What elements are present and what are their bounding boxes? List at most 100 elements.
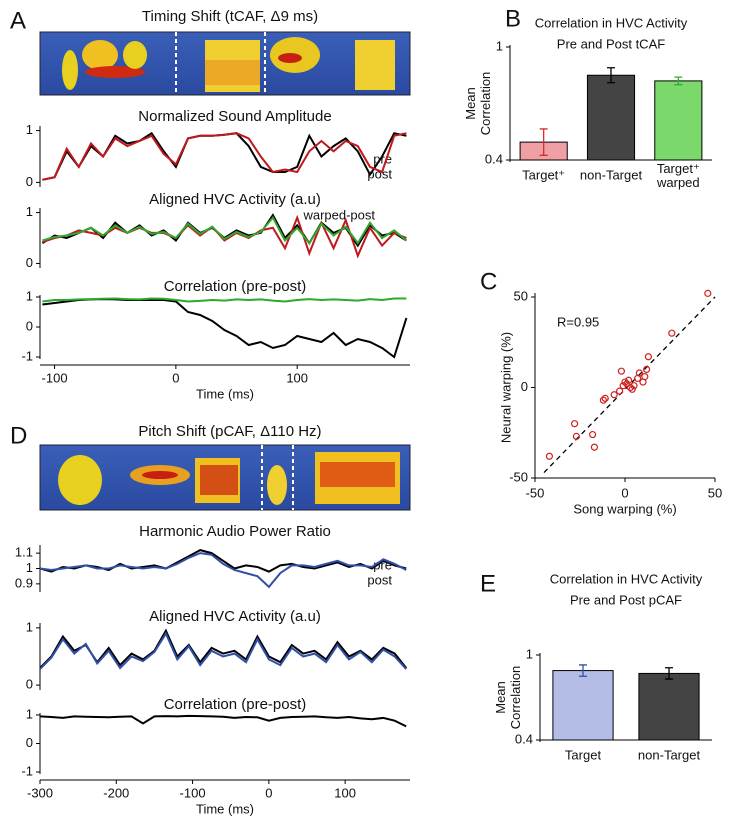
point [623, 380, 631, 388]
x-tick-label: -300 [27, 785, 53, 800]
y-tick-label: -1 [21, 348, 33, 363]
fit-line [543, 296, 716, 474]
point [704, 289, 712, 297]
panel-label: C [480, 268, 497, 295]
point [572, 432, 581, 440]
spectrogram-d [39, 444, 411, 511]
x-tick-label: 0 [172, 370, 179, 385]
x-tick-label: -200 [103, 785, 129, 800]
panel-label: B [505, 5, 521, 32]
series-line [39, 552, 407, 589]
bar [654, 80, 703, 161]
series-line [42, 215, 408, 245]
point [601, 394, 609, 402]
series-line [39, 714, 407, 728]
y-tick-label: 0 [521, 379, 528, 394]
point [624, 376, 633, 384]
x-tick-label: 100 [334, 785, 356, 800]
panel-label: D [10, 422, 27, 449]
chart-title: Aligned HVC Activity (a.u) [149, 191, 321, 208]
x-tick-label: 50 [708, 485, 722, 500]
x-axis-label: Time (ms) [196, 801, 254, 816]
error-bar [607, 67, 615, 84]
chart-title: Harmonic Audio Power Ratio [139, 523, 331, 540]
y-tick-label: 1 [26, 204, 33, 219]
y-tick-label: 0 [26, 255, 33, 270]
x-tick-label: Target⁺ [522, 167, 565, 182]
point [545, 452, 554, 460]
point [617, 367, 626, 375]
x-tick-label: non-Target [580, 167, 643, 182]
y-tick-label: 1 [26, 619, 33, 634]
bar [586, 74, 636, 161]
x-tick-label: Target⁺ warped [656, 161, 700, 190]
y-axis-label-line: Correlation [508, 666, 523, 730]
point [626, 383, 635, 392]
y-tick-label: 50 [514, 288, 528, 303]
x-tick-label: non-Target [638, 747, 701, 762]
y-axis-label-line: Mean [493, 681, 508, 714]
x-tick-label: 100 [286, 370, 308, 385]
y-axis-label-line: Correlation [478, 72, 493, 136]
legend-entry: warped-post [302, 207, 375, 222]
series-line [42, 298, 408, 359]
chart-subtitle: Pre and Post tCAF [557, 36, 665, 51]
point [610, 391, 618, 399]
y-tick-label: 1 [26, 706, 33, 721]
y-tick-label: 0 [26, 735, 33, 750]
x-tick-label-line: warped [656, 175, 700, 190]
x-tick-label-line: Target⁺ [657, 161, 700, 176]
y-tick-label: 0 [26, 318, 33, 333]
x-tick-label: -100 [180, 785, 206, 800]
panel-label: E [480, 570, 496, 597]
y-tick-label: -1 [21, 763, 33, 778]
chart-title: Correlation (pre-post) [164, 696, 307, 713]
panel-label: A [10, 7, 26, 34]
error-bar [665, 667, 673, 680]
series-line [42, 132, 407, 181]
x-tick-label: Target [565, 747, 602, 762]
spectrogram-a [39, 31, 411, 96]
point [644, 353, 653, 361]
y-tick-label: 1 [26, 122, 33, 137]
x-tick-label: -50 [526, 485, 545, 500]
y-tick-label: 1.1 [15, 545, 33, 560]
y-tick-label: 0.4 [515, 731, 533, 746]
chart-subtitle: Pre and Post pCAF [570, 592, 682, 607]
panel-title: Pitch Shift (pCAF, Δ110 Hz) [138, 423, 321, 440]
annotation: R=0.95 [557, 314, 599, 329]
y-tick-label: 1 [26, 288, 33, 303]
y-tick-label: 1 [26, 560, 33, 575]
chart-title: Normalized Sound Amplitude [138, 108, 331, 125]
point [590, 443, 599, 451]
error-bar [539, 128, 548, 156]
y-axis-label-line: Mean [463, 87, 478, 120]
point [588, 430, 597, 439]
chart-title: Correlation in HVC Activity [550, 571, 703, 586]
x-axis-label: Time (ms) [196, 386, 254, 401]
error-bar [674, 76, 683, 86]
x-tick-label: -100 [42, 370, 68, 385]
bar [638, 672, 700, 741]
point [621, 378, 629, 386]
point [633, 374, 642, 383]
point [628, 385, 636, 393]
y-tick-label: 0.4 [485, 151, 503, 166]
y-axis-label: MeanCorrelation [463, 72, 493, 136]
y-tick-label: 1 [496, 38, 503, 53]
point [619, 382, 627, 390]
point [668, 329, 676, 337]
y-axis-label: MeanCorrelation [493, 666, 523, 730]
x-axis-label: Song warping (%) [573, 501, 676, 516]
series-line [42, 297, 407, 303]
y-tick-label: 0 [26, 677, 33, 692]
legend-entry: post [367, 572, 392, 587]
legend-entry: post [367, 166, 392, 181]
chart-title: Correlation in HVC Activity [535, 15, 688, 30]
series-line [39, 631, 407, 670]
chart-title: Correlation (pre-post) [164, 278, 307, 295]
point [615, 387, 624, 395]
point [639, 378, 647, 386]
point [599, 396, 608, 404]
